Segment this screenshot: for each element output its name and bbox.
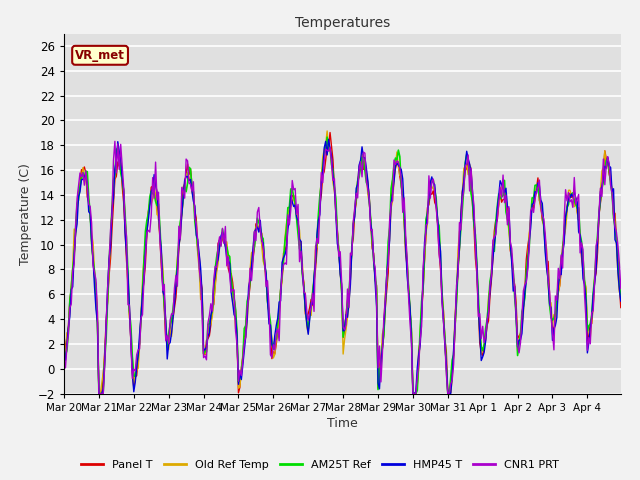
Title: Temperatures: Temperatures <box>295 16 390 30</box>
Y-axis label: Temperature (C): Temperature (C) <box>19 163 32 264</box>
X-axis label: Time: Time <box>327 417 358 430</box>
Legend: Panel T, Old Ref Temp, AM25T Ref, HMP45 T, CNR1 PRT: Panel T, Old Ref Temp, AM25T Ref, HMP45 … <box>77 456 563 474</box>
Text: VR_met: VR_met <box>75 49 125 62</box>
